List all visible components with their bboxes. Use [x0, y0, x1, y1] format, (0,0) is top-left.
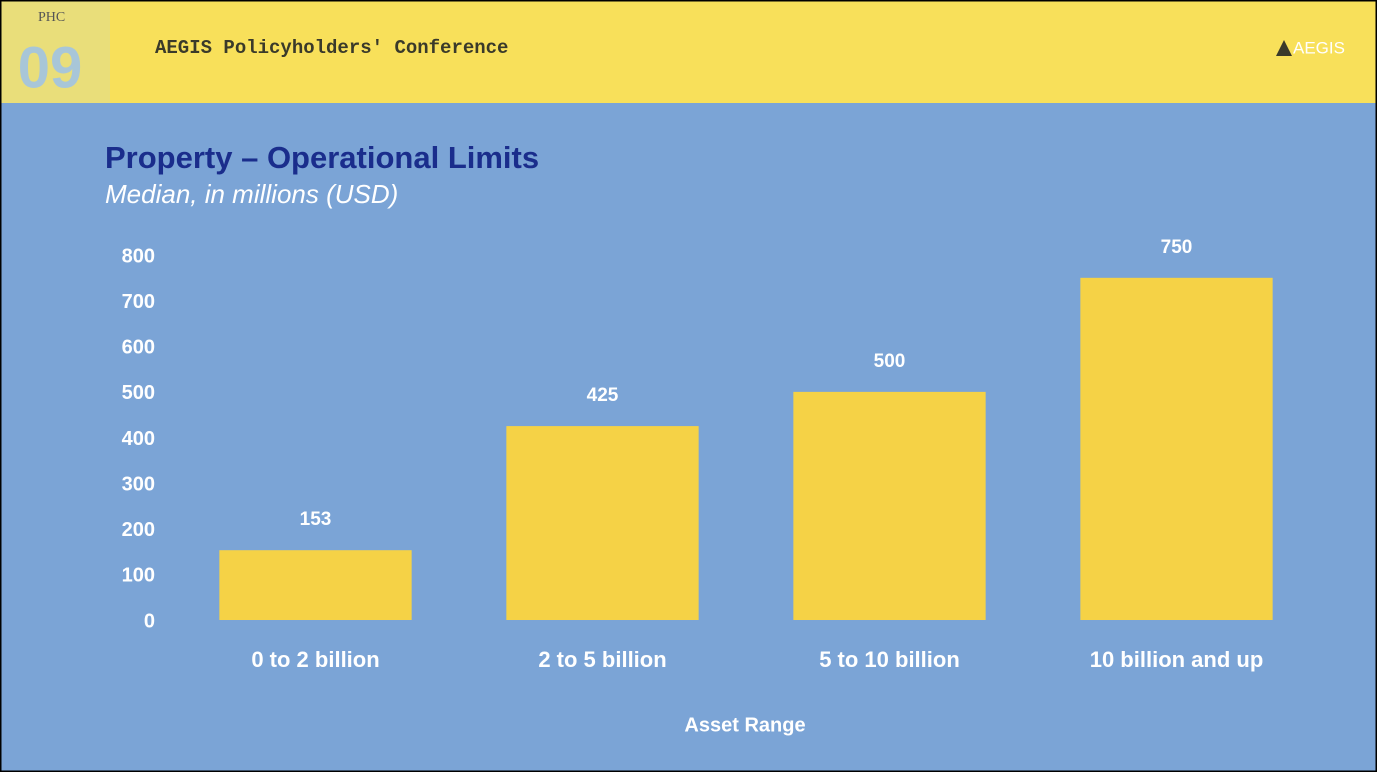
badge-number: 09 [18, 35, 83, 100]
y-tick-label: 800 [122, 245, 155, 267]
y-tick-label: 400 [122, 428, 155, 450]
chart-subtitle: Median, in millions (USD) [105, 179, 398, 209]
value-label: 500 [874, 351, 906, 372]
y-tick-label: 700 [122, 291, 155, 313]
bar [506, 426, 699, 620]
badge-top: PHC [38, 10, 65, 25]
bar [793, 391, 986, 620]
conference-name: AEGIS Policyholders' Conference [155, 37, 508, 59]
x-tick-label: 5 to 10 billion [819, 647, 960, 672]
y-tick-label: 300 [122, 473, 155, 495]
x-tick-label: 10 billion and up [1090, 647, 1264, 672]
value-label: 425 [587, 385, 619, 406]
logo-icon [1276, 40, 1292, 56]
value-label: 153 [300, 509, 332, 530]
y-tick-label: 600 [122, 337, 155, 359]
bar [1080, 277, 1273, 620]
x-tick-label: 2 to 5 billion [538, 647, 666, 672]
y-tick-label: 0 [144, 610, 155, 632]
badge-area [0, 0, 110, 103]
logo-text: AEGIS [1293, 38, 1345, 57]
x-tick-label: 0 to 2 billion [251, 647, 379, 672]
bar [219, 550, 412, 620]
y-tick-label: 200 [122, 519, 155, 541]
y-tick-label: 100 [122, 565, 155, 587]
x-axis-label: Asset Range [684, 714, 805, 736]
header-band [0, 0, 1377, 103]
value-label: 750 [1161, 237, 1193, 258]
y-tick-label: 500 [122, 382, 155, 404]
chart-title: Property – Operational Limits [105, 140, 539, 175]
